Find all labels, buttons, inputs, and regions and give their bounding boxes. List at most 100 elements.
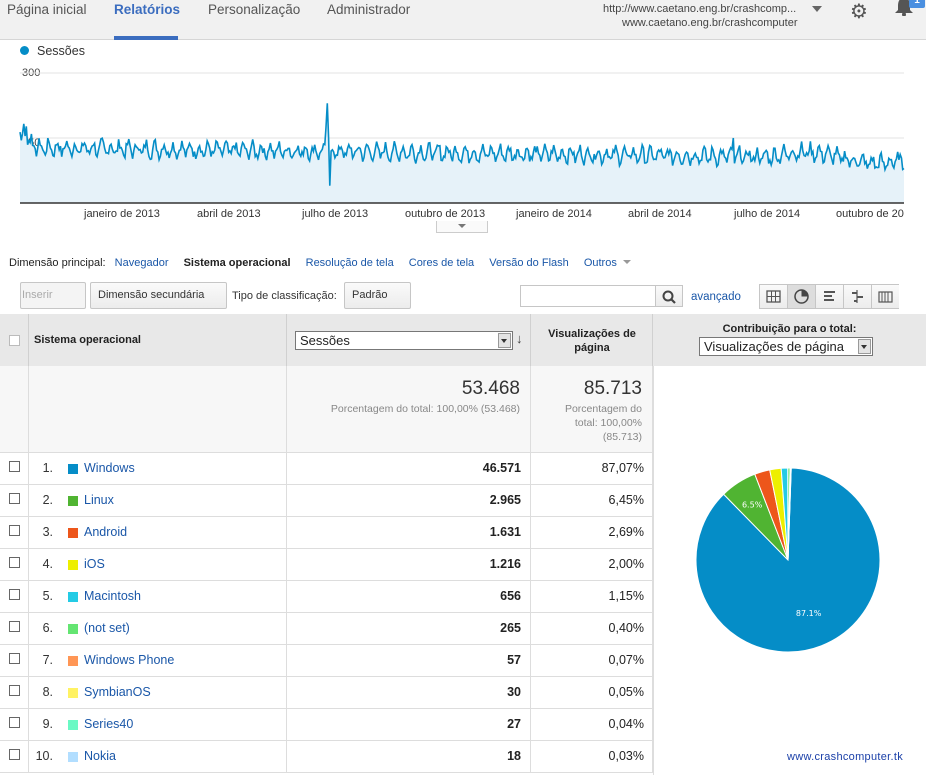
dimension-resolution[interactable]: Resolução de tela [305,257,394,269]
os-name-link[interactable]: Android [84,525,128,539]
row-checkbox[interactable] [9,717,20,728]
row-checkbox[interactable] [9,525,20,536]
contribution-metric-select[interactable]: Visualizações de página [699,337,873,356]
header-sessions: Sessões ↓ [287,314,531,366]
notification-badge[interactable]: 1 [909,0,925,8]
dimension-colors[interactable]: Cores de tela [408,257,475,269]
totals-label-cell [29,366,287,453]
series-swatch-icon [68,464,78,474]
pivot-table-icon [878,291,893,303]
gear-icon[interactable]: ⚙ [850,1,868,23]
os-name-link[interactable]: Linux [84,493,114,507]
table-row: 9. Series40 27 0,04% [0,709,653,741]
os-name-link[interactable]: iOS [84,557,105,571]
series-swatch-icon [68,688,78,698]
contribution-label: Contribuição para o total: [722,323,857,335]
sessions-value: 57 [287,645,531,676]
sessions-line [19,103,905,186]
row-checkbox[interactable] [9,461,20,472]
total-sessions: 53.468 [461,378,520,399]
os-cell: 9. Series40 [29,709,287,740]
row-checkbox-cell [0,581,29,612]
pageviews-percent: 6,45% [531,485,653,516]
pie-slice [787,467,792,561]
os-name-link[interactable]: SymbianOS [84,685,151,699]
os-name-link[interactable]: Windows [84,461,135,475]
table-row: 10. Nokia 18 0,03% [0,741,653,773]
tab-reports[interactable]: Relatórios [114,2,181,17]
tab-admin[interactable]: Administrador [327,2,411,17]
pie-view-button[interactable] [788,285,816,308]
advanced-filter-link[interactable]: avançado [691,291,741,303]
row-checkbox[interactable] [9,493,20,504]
dimension-other[interactable]: Outros [583,257,617,269]
select-all-checkbox[interactable] [9,335,20,346]
x-tick-label: julho de 2013 [302,208,369,220]
dimension-browser[interactable]: Navegador [114,257,169,269]
sort-arrow-icon[interactable]: ↓ [516,331,523,346]
os-name-link[interactable]: Series40 [84,717,134,731]
chart-legend[interactable]: Sessões [20,44,85,58]
chevron-down-icon[interactable] [812,6,822,12]
os-name-link[interactable]: Macintosh [84,589,141,603]
row-checkbox-cell [0,453,29,484]
os-name-link[interactable]: Windows Phone [84,653,175,667]
sessions-area [20,103,904,203]
header-checkbox-cell [0,314,29,366]
table-row: 8. SymbianOS 30 0,05% [0,677,653,709]
row-checkbox[interactable] [9,621,20,632]
series-swatch-icon [68,720,78,730]
table-row: 7. Windows Phone 57 0,07% [0,645,653,677]
sessions-value: 1.631 [287,517,531,548]
tab-customization[interactable]: Personalização [208,2,301,17]
performance-view-button[interactable] [816,285,844,308]
os-cell: 1. Windows [29,453,287,484]
table-row: 2. Linux 2.965 6,45% [0,485,653,517]
row-rank: 4. [42,557,53,571]
row-checkbox[interactable] [9,589,20,600]
table-search-input[interactable] [520,285,656,307]
row-checkbox[interactable] [9,653,20,664]
os-cell: 5. Macintosh [29,581,287,612]
search-button[interactable] [655,285,683,307]
row-checkbox-cell [0,741,29,772]
sessions-metric-select[interactable]: Sessões [295,331,513,350]
secondary-dimension-label: Dimensão secundária [98,289,205,301]
dimension-flash[interactable]: Versão do Flash [489,257,569,269]
contribution-pie-panel: 87.1% 6.5% [653,366,926,775]
sort-type-label: Tipo de classificação: [232,290,337,302]
collapse-chart-button[interactable] [436,221,488,233]
os-name-link[interactable]: Nokia [84,749,116,763]
account-selector[interactable]: http://www.caetano.eng.br/crashcomp... w… [603,2,797,30]
row-checkbox[interactable] [9,557,20,568]
chart-plot[interactable] [0,40,926,236]
insert-rows-button[interactable]: Inserir linhas [20,282,86,326]
column-pageviews-label[interactable]: Visualizações de página [548,328,636,354]
contribution-metric-value: Visualizações de página [704,339,844,354]
row-checkbox-cell [0,549,29,580]
tab-home[interactable]: Página inicial [7,2,87,17]
row-checkbox[interactable] [9,685,20,696]
watermark-credit: www.crashcomputer.tk [787,751,904,763]
data-table-view-button[interactable] [760,285,788,308]
pie-data-label: 6.5% [742,500,763,509]
secondary-dimension-dropdown[interactable]: Dimensão secundária [90,282,227,321]
os-name-link[interactable]: (not set) [84,621,130,635]
pivot-view-button[interactable] [872,285,899,308]
row-rank: 8. [42,685,53,699]
totals-sessions-cell: 53.468 Porcentagem do total: 100,00% (53… [287,366,531,453]
row-checkbox-cell [0,677,29,708]
series-swatch-icon [68,560,78,570]
sort-type-dropdown[interactable]: Padrão [344,282,411,321]
account-url: http://www.caetano.eng.br/crashcomp... [603,3,797,15]
comparison-view-button[interactable] [844,285,872,308]
column-os-label[interactable]: Sistema operacional [34,334,141,346]
row-rank: 7. [42,653,53,667]
series-swatch-icon [68,496,78,506]
total-pageviews-percentage: Porcentagem do total: 100,00% (85.713) [564,403,642,443]
bell-icon[interactable] [894,0,914,16]
row-checkbox[interactable] [9,749,20,760]
contribution-pie-chart[interactable]: 87.1% 6.5% [654,366,926,746]
series-swatch-icon [68,656,78,666]
chevron-down-icon[interactable] [622,260,631,264]
